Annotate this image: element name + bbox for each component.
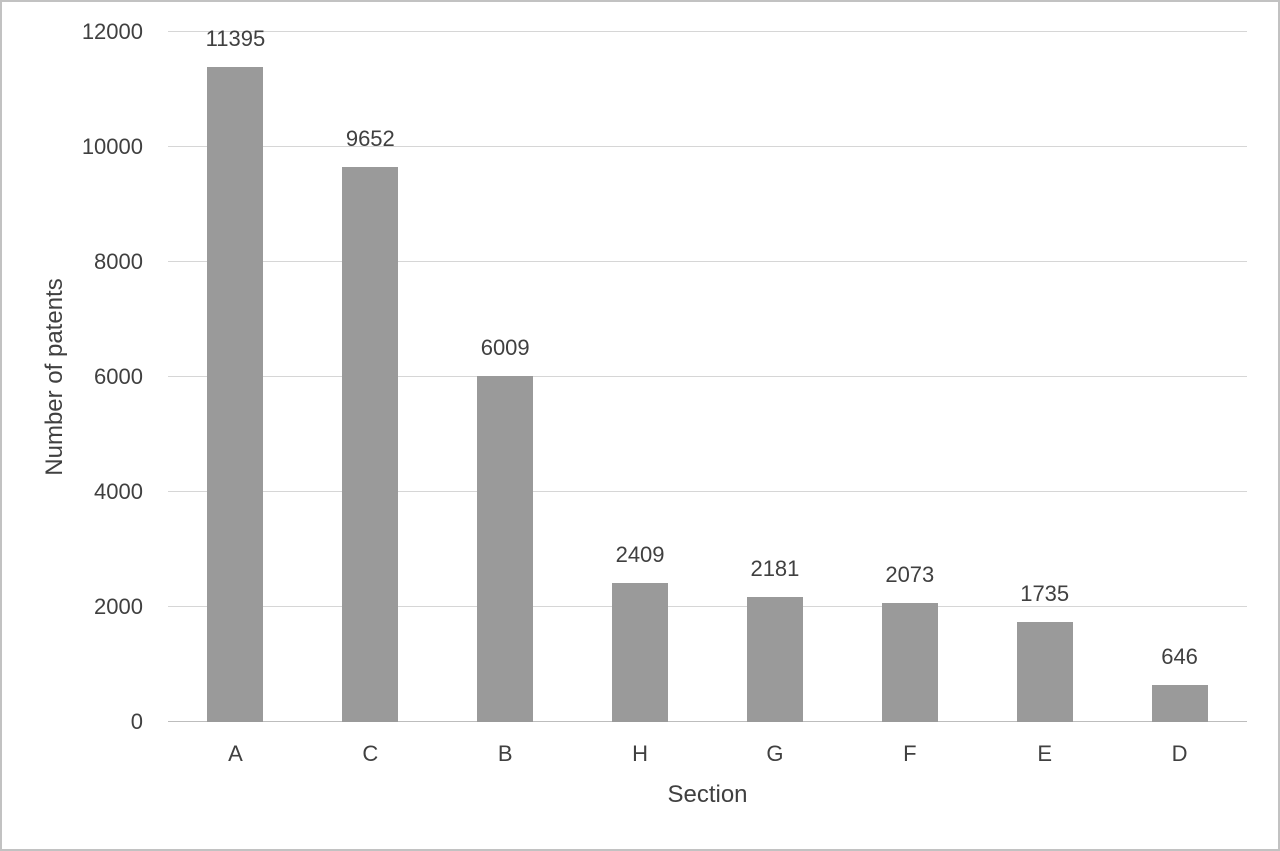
bar-slot-e: 1735 E — [977, 32, 1112, 766]
bar-slot-d: 646 D — [1112, 32, 1247, 766]
bar-d — [1151, 684, 1208, 722]
bar-value-label: 9652 — [345, 126, 395, 152]
x-tick-label: C — [362, 741, 379, 766]
plot-area: 0 2000 4000 6000 8000 10000 12000 11395 A 9652 C 6… — [82, 19, 1247, 766]
bar-value-label: 2073 — [885, 561, 935, 587]
bar-value-label: 2409 — [615, 542, 665, 568]
bar-e — [1016, 622, 1073, 722]
bars-layer: 11395 A 9652 C 6009 B 2409 H 2181 G 2073 F 1735 E 646 D — [168, 26, 1247, 766]
bar-b — [477, 376, 534, 722]
bar-h — [612, 583, 669, 722]
x-axis-line — [168, 721, 1247, 722]
y-tick-label: 10000 — [81, 133, 143, 159]
x-tick-label: A — [228, 741, 243, 766]
gridline — [168, 261, 1247, 262]
x-tick-label: H — [632, 741, 648, 766]
x-axis-title: Section — [667, 781, 748, 808]
x-tick-label: F — [903, 741, 917, 766]
bar-value-label: 2181 — [750, 555, 800, 581]
y-tick-label: 4000 — [94, 478, 143, 504]
bar-slot-f: 2073 F — [842, 32, 977, 766]
bar-value-label: 6009 — [480, 335, 530, 361]
y-tick-label: 12000 — [81, 18, 143, 44]
bar-slot-b: 6009 B — [438, 32, 573, 766]
bar-f — [881, 602, 938, 722]
bar-c — [342, 167, 399, 722]
bar-a — [207, 66, 264, 722]
bar-g — [746, 596, 803, 722]
gridline — [168, 606, 1247, 607]
bar-slot-c: 9652 C — [303, 32, 438, 766]
x-tick-label: G — [766, 741, 784, 766]
gridline — [168, 146, 1247, 147]
gridline — [168, 491, 1247, 492]
bar-value-label: 646 — [1161, 643, 1198, 669]
gridline — [168, 31, 1247, 32]
x-tick-label: D — [1171, 741, 1188, 766]
y-tick-label: 2000 — [94, 593, 143, 619]
y-tick-label: 6000 — [94, 363, 143, 389]
x-tick-label: E — [1037, 741, 1053, 766]
y-axis-title: Number of patents — [41, 278, 68, 476]
bar-slot-g: 2181 G — [708, 32, 843, 766]
bar-slot-h: 2409 H — [573, 32, 708, 766]
bar-value-label: 11395 — [205, 25, 266, 51]
bar-value-label: 1735 — [1020, 581, 1070, 607]
gridline — [168, 376, 1247, 377]
y-tick-label: 8000 — [94, 248, 143, 274]
bar-slot-a: 11395 A — [168, 26, 303, 766]
y-tick-label: 0 — [130, 708, 143, 734]
x-tick-label: B — [497, 741, 513, 766]
